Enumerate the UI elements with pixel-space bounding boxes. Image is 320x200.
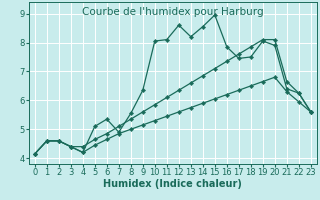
Text: Courbe de l'humidex pour Harburg: Courbe de l'humidex pour Harburg bbox=[82, 7, 264, 17]
X-axis label: Humidex (Indice chaleur): Humidex (Indice chaleur) bbox=[103, 179, 242, 189]
